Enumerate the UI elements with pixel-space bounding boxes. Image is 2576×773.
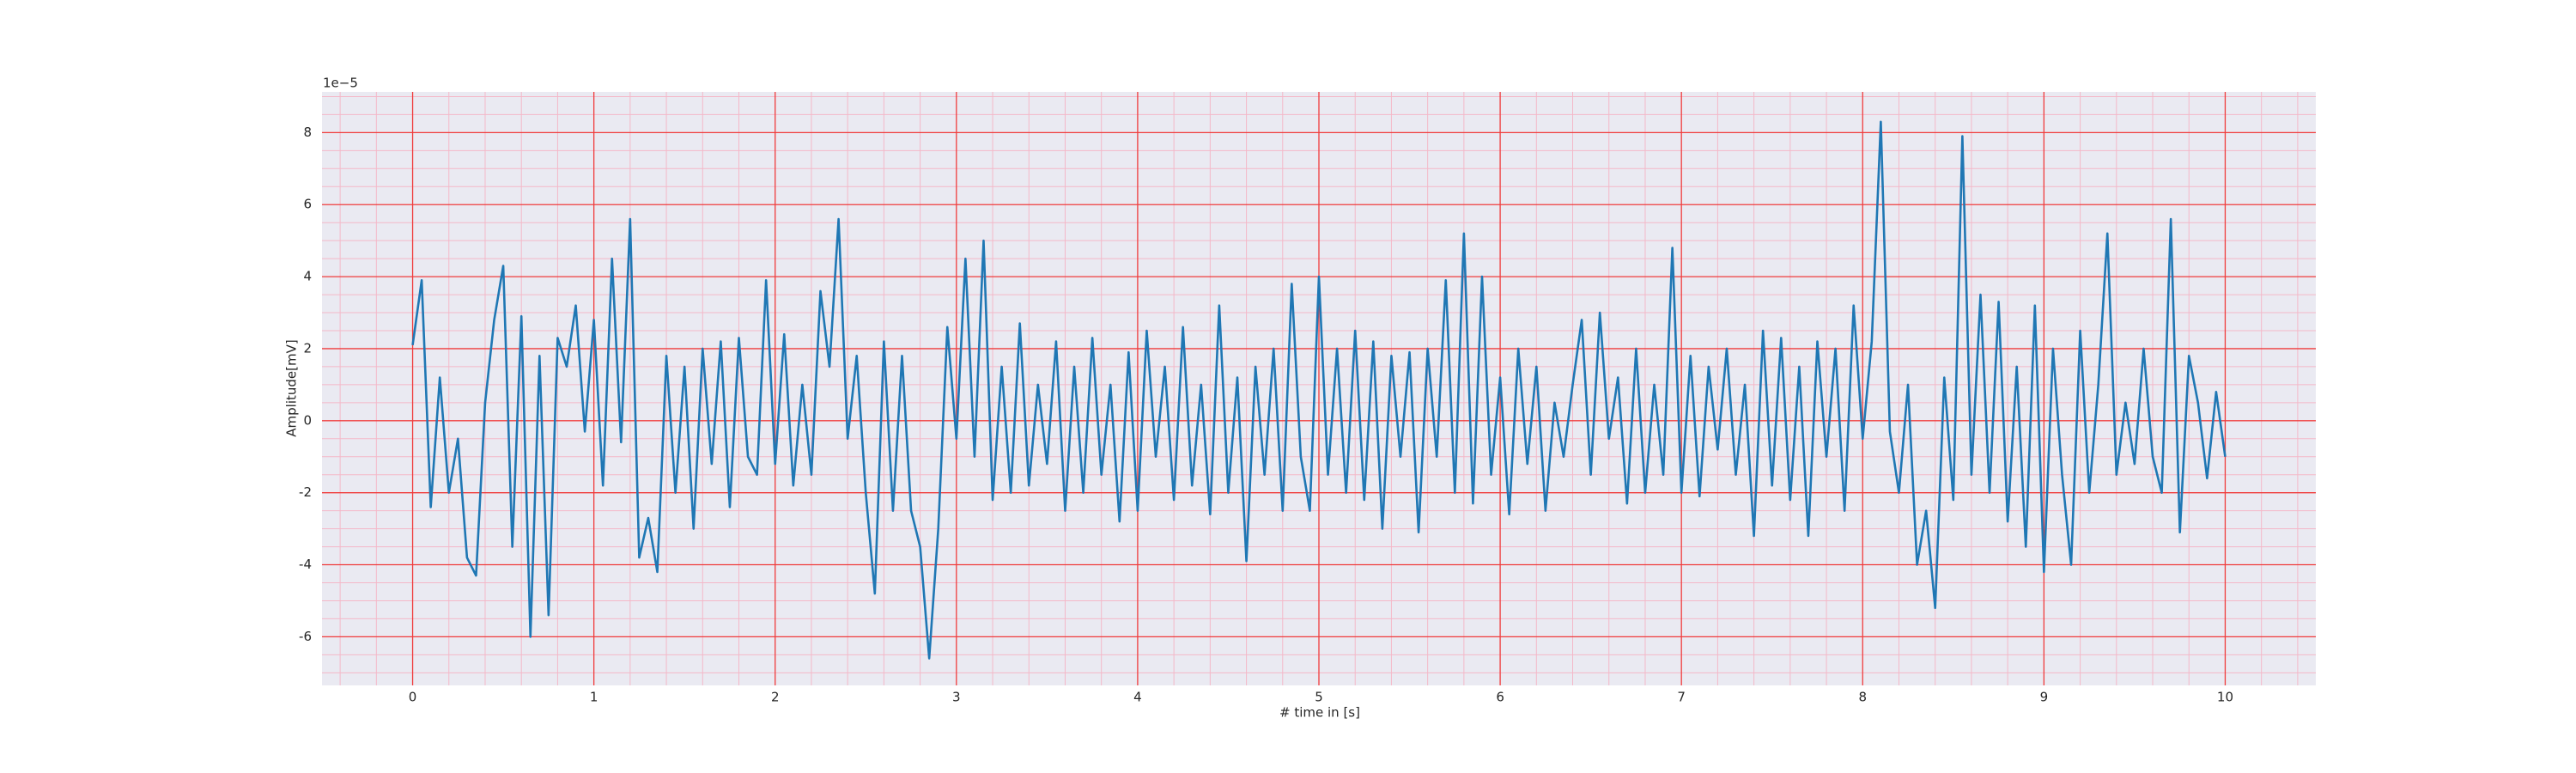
x-tick-label: 10: [2217, 690, 2233, 705]
axis-offset-label: 1e−5: [323, 76, 358, 91]
y-tick-label: -2: [299, 484, 312, 500]
x-tick-label: 0: [409, 690, 417, 705]
y-tick-label: 8: [303, 125, 312, 140]
x-tick-label: 4: [1133, 690, 1142, 705]
y-tick-label: 6: [303, 197, 312, 212]
x-tick-label: 1: [590, 690, 598, 705]
x-tick-label: 2: [771, 690, 780, 705]
x-axis-label: # time in [s]: [1279, 705, 1360, 721]
x-tick-label: 3: [952, 690, 961, 705]
x-tick-label: 7: [1677, 690, 1686, 705]
y-tick-label: 0: [303, 412, 312, 428]
signal-line: [411, 120, 2227, 660]
y-tick-label: 2: [303, 340, 312, 356]
x-tick-label: 6: [1496, 690, 1504, 705]
y-tick-label: 4: [303, 269, 312, 284]
x-tick-label: 5: [1315, 690, 1323, 705]
y-axis-label: Amplitude[mV]: [284, 339, 300, 436]
x-tick-label: 8: [1858, 690, 1867, 705]
y-tick-label: -4: [299, 557, 312, 572]
y-tick-label: -6: [299, 629, 312, 644]
x-tick-label: 9: [2040, 690, 2049, 705]
